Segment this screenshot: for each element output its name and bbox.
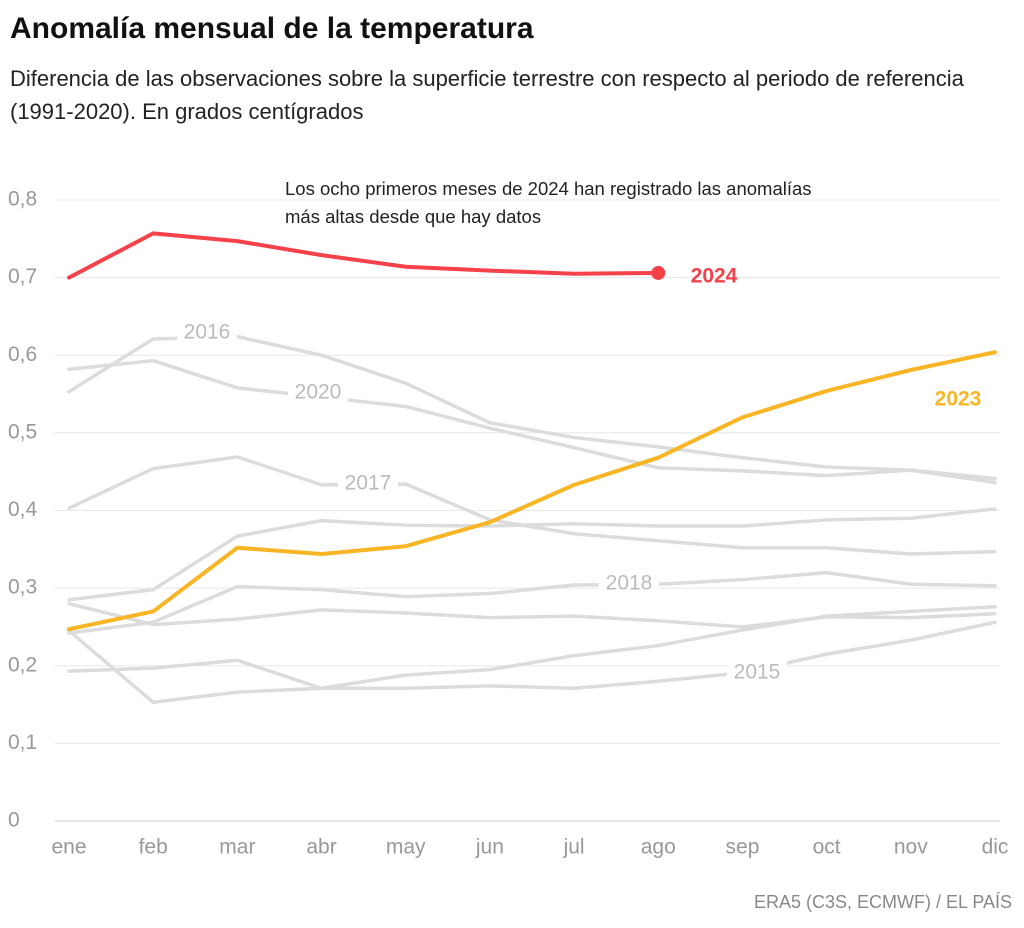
chart-title: Anomalía mensual de la temperatura	[10, 12, 534, 45]
y-tick-label: 0,4	[8, 498, 38, 521]
y-tick-label: 0,1	[8, 731, 37, 754]
y-tick-label: 0,2	[8, 653, 37, 676]
x-tick-label: sep	[726, 836, 760, 859]
series-line	[67, 231, 661, 280]
series-label: 2017	[345, 472, 392, 495]
x-tick-label: nov	[894, 836, 928, 859]
y-tick-label: 0,5	[8, 420, 37, 443]
series-line	[67, 620, 997, 691]
label-bg	[288, 380, 348, 406]
annotation: Los ocho primeros meses de 2024 han regi…	[285, 178, 812, 227]
series-label: 2024	[691, 265, 738, 288]
y-tick-label: 0,8	[8, 188, 37, 211]
label-bg	[599, 571, 659, 597]
series-line	[67, 358, 997, 481]
x-tick-label: ago	[641, 836, 676, 859]
y-tick-label: 0,6	[8, 343, 37, 366]
series-label: 2023	[935, 388, 982, 411]
x-tick-label: may	[386, 836, 426, 859]
x-tick-label: jul	[563, 836, 585, 859]
y-tick-label: 0	[8, 809, 20, 832]
series-label: 2015	[734, 661, 781, 684]
x-tick-label: oct	[813, 836, 841, 859]
end-dot	[651, 265, 666, 280]
x-tick-label: jun	[475, 836, 504, 859]
y-tick-label: 0,3	[8, 576, 37, 599]
chart-subtitle: Diferencia de las observaciones sobre la…	[10, 66, 964, 124]
x-tick-label: abr	[306, 836, 336, 859]
series-line	[67, 350, 997, 632]
series-line	[67, 570, 997, 635]
x-tick-label: dic	[982, 836, 1009, 859]
label-bg	[177, 320, 237, 346]
y-tick-label: 0,7	[8, 265, 37, 288]
series-line	[67, 605, 997, 704]
x-tick-label: mar	[219, 836, 255, 859]
series-label: 2020	[295, 381, 342, 404]
series-label: 2016	[184, 321, 231, 344]
label-bg	[727, 660, 787, 686]
label-bg	[338, 471, 398, 497]
series-line	[67, 507, 997, 602]
series-label: 2018	[606, 572, 653, 595]
x-tick-label: feb	[139, 836, 168, 859]
source: ERA5 (C3S, ECMWF) / EL PAÍS	[753, 892, 1012, 912]
series-line	[67, 455, 997, 556]
x-tick-label: ene	[51, 836, 86, 859]
